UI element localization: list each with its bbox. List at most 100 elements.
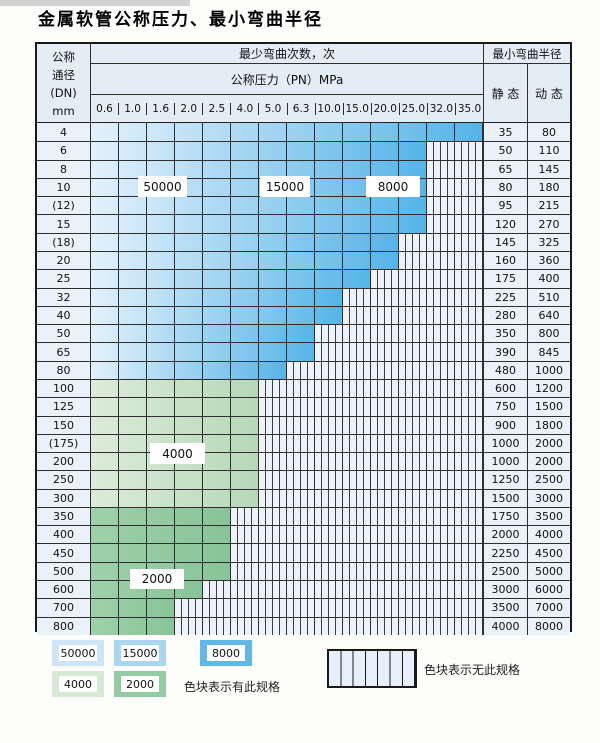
dn-cell: 350 [37,507,91,526]
static-radius-cell: 95 [483,197,527,215]
no-spec-hatched-area [175,599,483,617]
pressure-band [91,507,483,526]
dynamic-radius-cell: 1500 [527,398,570,416]
spec-colored-area [91,544,231,562]
legend-has-spec-note: 色块表示有此规格 [184,680,281,694]
spec-colored-area [91,215,427,233]
dn-cell: 65 [37,343,91,361]
table-body: 4 35 80 6 50 110 8 65 145 10 80 180 (12) 95 215 15 120 27… [37,123,570,635]
pressure-band [91,251,483,270]
dn-cell: 6 [37,142,91,160]
spec-colored-area [91,197,427,215]
no-spec-hatched-area [343,306,483,325]
dn-cell: 15 [37,215,91,233]
no-spec-hatched-area [259,398,483,416]
static-radius-cell: 900 [483,416,527,434]
no-spec-hatched-area [315,325,483,343]
no-spec-hatched-area [231,562,483,581]
spec-colored-area [91,343,315,361]
pressure-band [91,325,483,343]
static-radius-cell: 2250 [483,544,527,562]
static-radius-cell: 280 [483,306,527,325]
static-radius-cell: 175 [483,270,527,288]
cycles-label-8000: 8000 [366,176,420,197]
dynamic-radius-cell: 2000 [527,434,570,453]
static-radius-cell: 35 [483,123,527,142]
dn-cell: 300 [37,489,91,507]
dn-cell: (18) [37,233,91,251]
dn-cell: 200 [37,453,91,471]
spec-colored-area [91,251,399,270]
spec-colored-area [91,288,343,306]
table-row: 150 900 1800 [37,415,570,434]
dynamic-radius-cell: 1200 [527,379,570,398]
dynamic-radius-cell: 325 [527,233,570,251]
no-spec-hatched-area [427,142,483,160]
spec-colored-area [91,306,343,325]
legend-no-spec-note: 色块表示无此规格 [424,663,521,677]
pressure-col-header: 20.0 [372,102,400,115]
dn-cell: (175) [37,434,91,453]
static-radius-cell: 145 [483,233,527,251]
dynamic-radius-cell: 640 [527,306,570,325]
no-spec-hatched-area [399,233,483,251]
dn-column-header: 公称 通径 (DN) mm [37,44,91,122]
static-radius-cell: 1000 [483,453,527,471]
table-row: 300 1500 3000 [37,488,570,507]
dn-cell: 100 [37,379,91,398]
no-spec-hatched-area [259,434,483,453]
no-spec-hatched-area [259,416,483,434]
pressure-band [91,416,483,434]
dn-cell: 700 [37,599,91,617]
dn-cell: 600 [37,581,91,599]
pressure-band [91,489,483,507]
pressure-col-header: 0.6 [91,102,120,115]
no-spec-hatched-area [399,251,483,270]
spec-colored-area [91,471,259,489]
spec-colored-area [91,325,315,343]
dynamic-radius-cell: 400 [527,270,570,288]
no-spec-hatched-area [315,343,483,361]
no-spec-hatched-area [259,489,483,507]
table-row: (12) 95 215 [37,196,570,215]
pressure-band [91,270,483,288]
pressure-col-header: 1.0 [119,102,148,115]
static-radius-cell: 80 [483,178,527,197]
static-radius-cell: 160 [483,251,527,270]
pressure-band [91,142,483,160]
dynamic-radius-cell: 270 [527,215,570,233]
dynamic-radius-cell: 1800 [527,416,570,434]
static-radius-cell: 50 [483,142,527,160]
table-row: 50 350 800 [37,324,570,343]
pressure-band [91,599,483,617]
no-spec-hatched-area [175,617,483,635]
cycles-label-4000: 4000 [150,443,205,464]
dynamic-radius-cell: 360 [527,251,570,270]
pressure-band [91,526,483,544]
table-row: 80 480 1000 [37,360,570,379]
legend-chip-label: 15000 [121,645,159,661]
spec-table: 公称 通径 (DN) mm 最少弯曲次数，次 最小弯曲半径 公称压力（PN）MP… [35,42,572,635]
table-row: 6 50 110 [37,141,570,160]
static-radius-cell: 600 [483,379,527,398]
no-spec-hatched-area [231,544,483,562]
pressure-band [91,471,483,489]
pressure-col-header: 32.0 [428,102,456,115]
bend-radius-header: 最小弯曲半径 [483,44,570,64]
static-column-header: 静 态 [483,64,527,122]
dynamic-radius-cell: 4500 [527,544,570,562]
dn-cell: 4 [37,123,91,142]
dynamic-radius-cell: 215 [527,197,570,215]
dn-cell: 150 [37,416,91,434]
legend-no-spec-swatch [327,649,417,688]
spec-colored-area [91,379,259,398]
dynamic-radius-cell: 2000 [527,453,570,471]
dn-cell: 250 [37,471,91,489]
dynamic-radius-cell: 110 [527,142,570,160]
pressure-col-header: 4.0 [231,102,260,115]
dynamic-radius-cell: 145 [527,160,570,178]
table-row: 32 225 510 [37,287,570,306]
spec-colored-area [91,270,371,288]
legend-chip-label: 2000 [121,676,159,692]
